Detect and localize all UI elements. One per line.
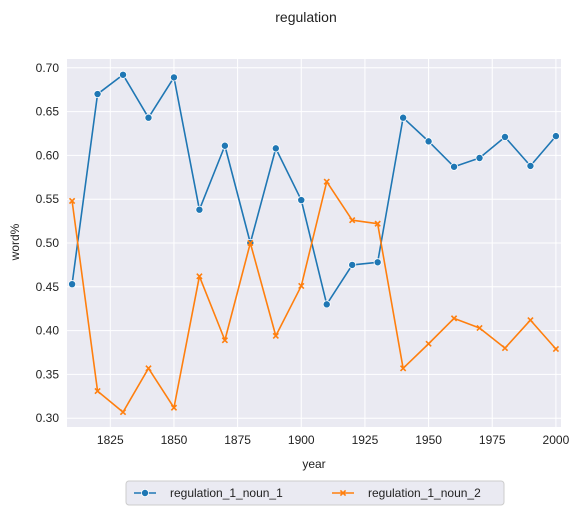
data-point	[195, 205, 204, 214]
data-point	[93, 90, 102, 99]
data-point	[169, 73, 178, 82]
data-point	[501, 344, 509, 352]
series-2	[68, 178, 560, 416]
x-tick-label: 1825	[97, 433, 124, 447]
legend-marker	[339, 489, 347, 497]
data-point	[500, 132, 509, 141]
data-point	[196, 273, 203, 280]
data-point	[476, 324, 483, 332]
data-point	[374, 220, 381, 227]
x-tick-label: 1850	[161, 433, 188, 447]
data-point	[399, 365, 407, 372]
data-point	[450, 162, 459, 171]
y-tick-label: 0.65	[36, 105, 60, 119]
data-point	[298, 282, 305, 290]
data-point	[552, 345, 560, 353]
data-point	[348, 260, 357, 269]
y-tick-label: 0.70	[36, 61, 60, 75]
x-axis-label: year	[302, 457, 325, 471]
data-point	[68, 197, 76, 205]
legend-label: regulation_1_noun_2	[368, 486, 481, 500]
data-point	[450, 315, 458, 322]
y-axis-label: word%	[8, 223, 22, 261]
y-tick-label: 0.40	[36, 324, 60, 338]
data-point	[119, 70, 128, 79]
data-point	[399, 113, 408, 122]
y-tick-label: 0.30	[36, 411, 60, 425]
data-point	[373, 258, 382, 267]
data-point	[297, 196, 306, 205]
x-tick-label: 1900	[288, 433, 315, 447]
series-line	[71, 180, 557, 413]
x-tick-label: 2000	[543, 433, 570, 447]
y-tick-label: 0.45	[36, 280, 60, 294]
series-line	[71, 73, 557, 306]
y-axis-ticks: 0.30 0.35 0.40 0.45 0.50 0.55 0.60 0.65 0.70	[36, 61, 60, 425]
y-tick-label: 0.60	[36, 148, 60, 162]
data-point	[145, 365, 152, 372]
series-layer	[68, 70, 560, 416]
data-point	[68, 280, 77, 289]
data-point	[349, 217, 356, 224]
data-point	[271, 144, 280, 153]
y-tick-label: 0.55	[36, 192, 60, 206]
data-point	[220, 141, 229, 150]
legend-item: regulation_1_noun_2	[332, 486, 481, 500]
x-tick-label: 1975	[479, 433, 506, 447]
data-point	[527, 316, 534, 324]
data-point	[425, 340, 432, 347]
x-tick-label: 1950	[415, 433, 442, 447]
data-point	[119, 408, 127, 416]
x-tick-label: 1925	[352, 433, 379, 447]
legend-box	[125, 480, 505, 506]
data-point	[475, 154, 484, 163]
series-1	[68, 70, 560, 309]
data-point	[323, 178, 330, 185]
y-tick-label: 0.50	[36, 236, 60, 250]
data-point	[322, 300, 331, 309]
data-point	[144, 113, 153, 122]
data-point	[551, 132, 560, 141]
y-tick-label: 0.35	[36, 367, 60, 381]
x-axis-ticks: 1825 1850 1875 1900 1925 1950 1975 2000	[97, 433, 570, 447]
legend-label: regulation_1_noun_1	[170, 486, 283, 500]
chart-title: regulation	[275, 9, 337, 25]
legend-item: regulation_1_noun_1	[134, 486, 283, 500]
legend: regulation_1_noun_1 regulation_1_noun_2	[125, 480, 505, 506]
data-point	[94, 387, 101, 395]
legend-marker	[140, 488, 149, 497]
x-tick-label: 1875	[224, 433, 251, 447]
data-point	[272, 332, 279, 340]
grid-lines	[67, 59, 561, 427]
data-point	[221, 337, 229, 344]
data-point	[247, 239, 254, 247]
data-point	[424, 137, 433, 146]
data-point	[170, 404, 178, 411]
data-point	[526, 161, 535, 170]
